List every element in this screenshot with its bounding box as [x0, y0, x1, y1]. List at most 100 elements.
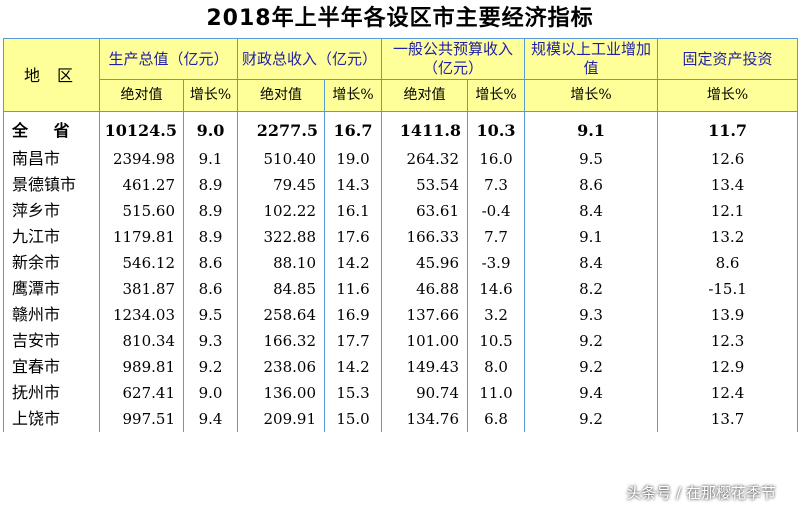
table-row: 九江市 1179.81 8.9 322.88 17.6 166.33 7.7 9.1 13.2: [3, 224, 799, 250]
cell-fiscal-growth: 16.7: [324, 116, 383, 146]
watermark: 头条号 / 在那樱花季节: [626, 484, 776, 502]
table-row: 上饶市 997.51 9.4 209.91 15.0 134.76 6.8 9.2 13.7: [3, 406, 799, 432]
cell-fiscal-growth: 11.6: [324, 276, 383, 302]
cell-budget-growth: 3.2: [467, 302, 526, 328]
cell-gdp: 997.51: [99, 406, 184, 432]
cell-budget: 134.76: [381, 406, 469, 432]
subheader-fiscal-growth: 增长%: [324, 79, 383, 112]
header-budget: 一般公共预算收入（亿元）: [381, 38, 526, 80]
subheader-budget-growth: 增长%: [467, 79, 526, 112]
cell-investment-growth: 13.2: [657, 224, 799, 250]
cell-budget-growth: 11.0: [467, 380, 526, 406]
cell-gdp-growth: 9.3: [182, 328, 239, 354]
row-name: 吉安市: [3, 328, 100, 354]
subheader-investment-growth: 增长%: [657, 79, 799, 112]
subheader-row: 绝对值 增长% 绝对值 增长% 绝对值 增长% 增长% 增长%: [4, 79, 799, 112]
cell-gdp: 810.34: [99, 328, 184, 354]
cell-fiscal: 79.45: [237, 172, 326, 198]
cell-budget: 1411.8: [381, 116, 469, 146]
cell-budget-growth: 6.8: [467, 406, 526, 432]
table-row: 新余市 546.12 8.6 88.10 14.2 45.96 -3.9 8.4 8.6: [3, 250, 799, 276]
cell-budget-growth: 7.3: [467, 172, 526, 198]
cell-fiscal: 209.91: [237, 406, 326, 432]
cell-fiscal: 88.10: [237, 250, 326, 276]
cell-gdp-growth: 8.6: [182, 276, 239, 302]
header-industry: 规模以上工业增加值: [524, 38, 659, 80]
cell-investment-growth: 11.7: [657, 116, 799, 146]
cell-budget-growth: -0.4: [467, 198, 526, 224]
cell-gdp-growth: 9.2: [182, 354, 239, 380]
cell-fiscal: 84.85: [237, 276, 326, 302]
cell-fiscal-growth: 15.0: [324, 406, 383, 432]
cell-industry-growth: 9.4: [524, 380, 659, 406]
cell-industry-growth: 9.3: [524, 302, 659, 328]
cell-fiscal-growth: 17.6: [324, 224, 383, 250]
row-name: 南昌市: [3, 146, 100, 172]
cell-budget-growth: 8.0: [467, 354, 526, 380]
cell-fiscal: 258.64: [237, 302, 326, 328]
cell-fiscal-growth: 14.2: [324, 250, 383, 276]
table-row: 宜春市 989.81 9.2 238.06 14.2 149.43 8.0 9.2 12.9: [3, 354, 799, 380]
cell-budget-growth: 14.6: [467, 276, 526, 302]
cell-industry-growth: 9.1: [524, 224, 659, 250]
cell-gdp-growth: 8.9: [182, 172, 239, 198]
cell-gdp-growth: 8.6: [182, 250, 239, 276]
cell-fiscal-growth: 16.9: [324, 302, 383, 328]
cell-investment-growth: 12.4: [657, 380, 799, 406]
cell-investment-growth: 13.4: [657, 172, 799, 198]
cell-fiscal: 102.22: [237, 198, 326, 224]
cell-fiscal-growth: 15.3: [324, 380, 383, 406]
row-name: 鹰潭市: [3, 276, 100, 302]
cell-industry-growth: 8.2: [524, 276, 659, 302]
cell-fiscal-growth: 14.2: [324, 354, 383, 380]
row-name: 新余市: [3, 250, 100, 276]
cell-industry-growth: 9.2: [524, 406, 659, 432]
row-name: 抚州市: [3, 380, 100, 406]
row-name: 宜春市: [3, 354, 100, 380]
cell-budget: 166.33: [381, 224, 469, 250]
cell-gdp: 989.81: [99, 354, 184, 380]
cell-gdp: 546.12: [99, 250, 184, 276]
cell-industry-growth: 9.1: [524, 116, 659, 146]
cell-investment-growth: 13.7: [657, 406, 799, 432]
cell-fiscal-growth: 14.3: [324, 172, 383, 198]
table-row: 抚州市 627.41 9.0 136.00 15.3 90.74 11.0 9.4 12.4: [3, 380, 799, 406]
table-row: 萍乡市 515.60 8.9 102.22 16.1 63.61 -0.4 8.4 12.1: [3, 198, 799, 224]
cell-fiscal: 322.88: [237, 224, 326, 250]
cell-investment-growth: 12.1: [657, 198, 799, 224]
table-row: 赣州市 1234.03 9.5 258.64 16.9 137.66 3.2 9.3 13.9: [3, 302, 799, 328]
cell-fiscal-growth: 17.7: [324, 328, 383, 354]
cell-budget: 149.43: [381, 354, 469, 380]
cell-gdp: 2394.98: [99, 146, 184, 172]
cell-gdp: 515.60: [99, 198, 184, 224]
row-name: 全 省: [3, 116, 100, 146]
cell-industry-growth: 9.2: [524, 354, 659, 380]
cell-gdp-growth: 9.5: [182, 302, 239, 328]
cell-industry-growth: 8.6: [524, 172, 659, 198]
cell-gdp-growth: 9.0: [182, 380, 239, 406]
table-row: 鹰潭市 381.87 8.6 84.85 11.6 46.88 14.6 8.2 -15.1: [3, 276, 799, 302]
table-row-total: 全 省 10124.5 9.0 2277.5 16.7 1411.8 10.3 …: [3, 116, 799, 146]
cell-gdp: 10124.5: [99, 116, 184, 146]
header-row: 地 区 生产总值（亿元） 财政总收入（亿元） 一般公共预算收入（亿元） 规模以上…: [3, 38, 799, 112]
table-row: 景德镇市 461.27 8.9 79.45 14.3 53.54 7.3 8.6 13.4: [3, 172, 799, 198]
subheader-gdp-absolute: 绝对值: [99, 79, 184, 112]
cell-gdp-growth: 9.4: [182, 406, 239, 432]
cell-gdp-growth: 9.1: [182, 146, 239, 172]
row-name: 上饶市: [3, 406, 100, 432]
cell-fiscal: 2277.5: [237, 116, 326, 146]
economic-indicators-table: 地 区 生产总值（亿元） 财政总收入（亿元） 一般公共预算收入（亿元） 规模以上…: [3, 38, 799, 432]
cell-fiscal: 510.40: [237, 146, 326, 172]
cell-industry-growth: 8.4: [524, 250, 659, 276]
subheader-fiscal-absolute: 绝对值: [237, 79, 326, 112]
cell-budget: 137.66: [381, 302, 469, 328]
cell-budget: 264.32: [381, 146, 469, 172]
cell-fiscal-growth: 19.0: [324, 146, 383, 172]
cell-industry-growth: 9.2: [524, 328, 659, 354]
cell-budget-growth: -3.9: [467, 250, 526, 276]
header-fiscal: 财政总收入（亿元）: [237, 38, 383, 80]
cell-gdp: 627.41: [99, 380, 184, 406]
cell-gdp-growth: 8.9: [182, 224, 239, 250]
cell-budget: 63.61: [381, 198, 469, 224]
row-name: 九江市: [3, 224, 100, 250]
